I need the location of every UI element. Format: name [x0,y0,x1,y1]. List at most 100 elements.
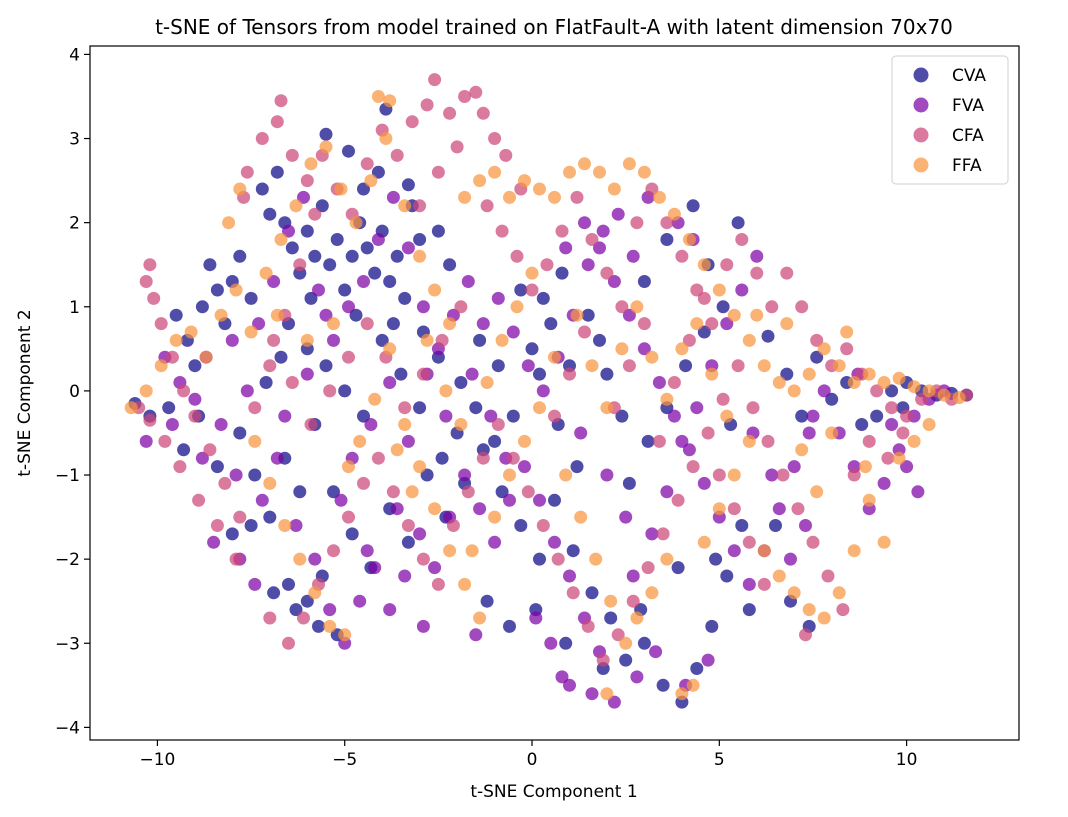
point-cfa-34 [488,132,502,145]
x-tick-label: 10 [896,750,918,770]
point-cfa-7 [203,443,217,457]
point-cfa-55 [705,317,719,331]
point-cva-56 [581,308,595,322]
point-ffa-59 [233,182,247,196]
chart-title: t-SNE of Tensors from model trained on F… [155,15,953,39]
point-cfa-11 [263,359,277,373]
point-cva-158 [671,561,685,575]
point-cva-101 [705,619,719,633]
point-ffa-101 [817,611,831,625]
legend: CVA FVA CFA FFA [891,55,1009,185]
point-ffa-43 [742,333,756,347]
point-fva-136 [701,653,715,667]
point-cva-135 [491,359,505,373]
point-ffa-6 [214,308,228,322]
point-fva-34 [637,342,651,356]
point-cfa-60 [780,266,794,280]
point-cva-112 [686,199,700,213]
point-cva-144 [304,291,318,305]
point-cfa-94 [476,451,490,465]
point-ffa-60 [248,434,262,448]
point-cfa-139 [622,359,636,373]
point-cfa-1 [147,291,161,305]
point-fva-20 [476,317,490,331]
point-ffa-9 [259,266,273,280]
point-cfa-14 [308,207,322,221]
point-ffa-132 [825,426,839,440]
point-ffa-81 [548,350,561,364]
point-ffa-62 [278,519,292,532]
point-cfa-111 [731,359,745,373]
y-tick-label: −4 [55,718,80,738]
point-fva-95 [750,249,764,263]
point-fva-59 [255,493,269,507]
point-cva-150 [259,376,273,389]
point-fva-68 [398,569,412,583]
point-cfa-103 [611,628,625,642]
point-ffa-35 [622,157,636,171]
point-ffa-50 [847,376,861,389]
point-cva-9 [244,291,258,305]
point-cfa-9 [233,510,247,524]
point-ffa-104 [862,493,876,507]
legend-label-fva: FVA [952,96,984,116]
point-cfa-0 [139,275,153,288]
point-ffa-37 [652,190,666,204]
point-fva-13 [371,233,385,246]
point-cfa-62 [810,333,824,347]
point-cva-73 [267,586,281,600]
point-cva-61 [533,367,546,381]
point-fva-60 [270,451,284,465]
point-ffa-29 [533,182,546,196]
point-fva-127 [885,418,899,431]
point-cva-25 [368,266,382,280]
point-cfa-31 [458,90,472,103]
point-ffa-92 [686,678,700,692]
point-fva-66 [368,561,382,575]
point-cfa-80 [263,611,277,625]
point-cva-115 [761,329,775,343]
point-cfa-13 [293,258,307,272]
point-ffa-51 [862,367,876,381]
point-ffa-119 [600,401,614,415]
x-tick-label: 0 [527,750,538,770]
point-cva-44 [357,409,370,423]
point-ffa-118 [585,359,599,373]
point-cva-75 [300,594,314,608]
point-ffa-12 [304,157,318,171]
point-ffa-120 [615,342,629,356]
point-cva-141 [615,409,629,423]
point-cfa-144 [697,291,711,305]
point-cfa-82 [297,611,310,625]
series-cfa [132,73,974,667]
point-fva-50 [877,476,891,490]
point-cva-159 [709,552,723,566]
point-fva-6 [267,275,281,288]
point-ffa-108 [922,418,936,431]
point-cva-98 [656,678,670,692]
point-cfa-99 [551,552,565,566]
point-fva-74 [488,535,502,549]
point-cfa-74 [143,413,157,427]
point-cfa-26 [390,148,404,162]
point-cva-153 [503,619,516,633]
point-ffa-65 [323,619,337,633]
point-fva-0 [188,392,202,406]
point-fva-63 [323,603,337,617]
point-fva-101 [300,367,314,381]
point-cfa-43 [525,283,539,297]
point-ffa-122 [645,350,659,364]
point-ffa-109 [858,460,872,474]
point-ffa-79 [518,434,531,448]
point-ffa-0 [124,401,138,415]
point-cfa-19 [300,174,314,188]
point-ffa-129 [780,317,794,331]
point-cfa-134 [267,333,281,347]
point-ffa-137 [327,317,340,331]
point-fva-87 [626,569,640,583]
point-ffa-30 [548,190,561,204]
point-fva-79 [563,569,576,583]
point-cfa-78 [210,519,224,532]
point-ffa-76 [465,544,479,558]
point-ffa-133 [840,325,854,339]
